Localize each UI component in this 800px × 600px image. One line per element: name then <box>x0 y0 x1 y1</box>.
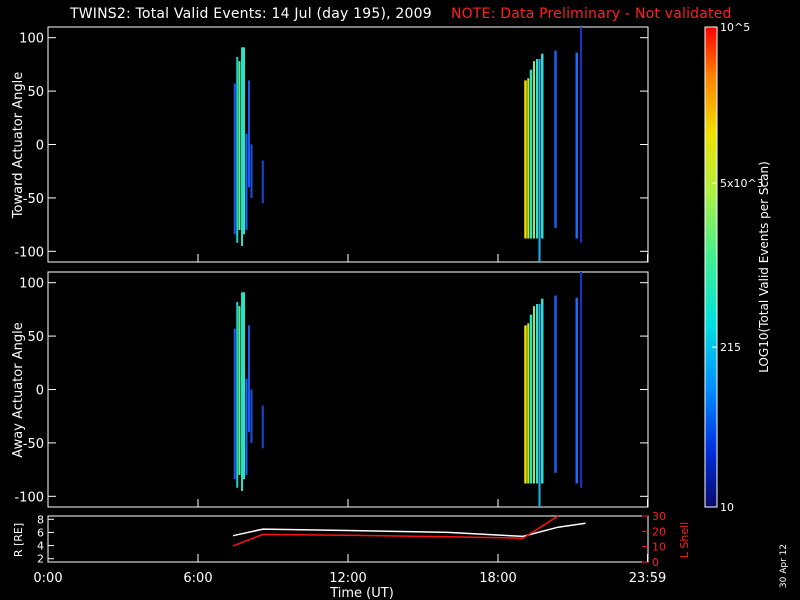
away-strip-12 <box>533 306 535 484</box>
xlabel-time: Time (UT) <box>329 586 394 600</box>
toward-strip-18 <box>580 27 582 243</box>
panel-toward-frame <box>47 26 649 263</box>
colorbar-label: LOG10(Total Valid Events per Scan) <box>757 161 771 373</box>
away-strip-2 <box>238 306 241 475</box>
away-strip-15 <box>541 298 544 484</box>
colorbar-ticks: 10^5 5x10^3 215 10 <box>712 21 764 514</box>
toward-ytick-label-4: -100 <box>14 245 44 260</box>
toward-strip-14 <box>538 59 541 262</box>
xtick-label-1: 6:00 <box>183 571 212 586</box>
toward-ytick-label-3: -50 <box>23 192 44 207</box>
away-ytick-label-0: 100 <box>19 277 44 292</box>
xtick-label-0: 0:00 <box>33 571 62 586</box>
toward-strip-4 <box>243 47 245 235</box>
colorbar-tick-label-3: 10 <box>720 501 734 514</box>
toward-strip-2 <box>238 61 241 230</box>
away-strip-3 <box>241 292 243 491</box>
orbit-ytick-label-1: 6 <box>37 526 44 539</box>
away-strip-17 <box>575 297 578 484</box>
away-strip-14 <box>538 304 541 507</box>
away-strip-16 <box>554 295 557 473</box>
away-strip-11 <box>529 314 533 484</box>
toward-strip-10 <box>527 78 530 239</box>
panel-orbit-yaxis-right: 30 20 10 0 <box>642 510 666 569</box>
panel-away-frame <box>47 271 649 508</box>
orbit-ytick-right-label-0: 30 <box>652 510 666 523</box>
orbit-ytick-label-3: 2 <box>37 553 44 566</box>
toward-strip-16 <box>554 50 557 228</box>
ylabel-orbit-right: L Shell <box>678 522 691 558</box>
ylabel-away: Away Actuator Angle <box>11 322 26 457</box>
away-strip-4 <box>243 292 245 480</box>
panel-away-strips <box>233 272 582 507</box>
colorbar <box>704 26 718 508</box>
figure-title: TWINS2: Total Valid Events: 14 Jul (day … <box>70 6 432 22</box>
xtick-label-3: 18:00 <box>479 571 516 586</box>
toward-strip-5 <box>245 133 248 230</box>
panel-toward-strips <box>233 27 582 262</box>
toward-strip-0 <box>233 83 236 235</box>
colorbar-tick-label-0: 10^5 <box>720 21 750 34</box>
away-strip-10 <box>527 323 530 484</box>
toward-ytick-label-0: 100 <box>19 32 44 47</box>
orbit-ytick-label-0: 8 <box>37 513 44 526</box>
away-strip-9 <box>524 325 527 484</box>
toward-strip-11 <box>529 69 533 239</box>
panel-away-yaxis: 100 50 0 -50 -100 <box>14 277 648 505</box>
away-strip-1 <box>236 301 239 488</box>
ylabel-toward: Toward Actuator Angle <box>11 72 26 219</box>
orbit-series-0 <box>232 522 586 538</box>
away-strip-0 <box>233 328 236 480</box>
preliminary-note: NOTE: Data Preliminary - Not validated <box>451 6 732 22</box>
toward-strip-6 <box>248 80 250 188</box>
toward-strip-9 <box>524 80 527 239</box>
panel-toward-yaxis: 100 50 0 -50 -100 <box>14 32 648 260</box>
away-strip-8 <box>261 405 264 449</box>
xtick-label-2: 12:00 <box>329 571 366 586</box>
xtick-label-4: 23:59 <box>629 571 666 586</box>
ylabel-orbit-left: R [RE] <box>12 523 25 557</box>
x-axis: 0:00 6:00 12:00 18:00 23:59 <box>33 254 666 586</box>
away-strip-5 <box>245 378 248 475</box>
toward-strip-12 <box>533 61 535 239</box>
toward-strip-13 <box>536 59 538 239</box>
orbit-ytick-right-label-1: 20 <box>652 525 666 538</box>
orbit-ytick-right-label-3: 0 <box>652 556 659 569</box>
orbit-ytick-right-label-2: 10 <box>652 541 666 554</box>
away-ytick-label-3: -50 <box>23 437 44 452</box>
away-ytick-label-4: -100 <box>14 490 44 505</box>
away-ytick-label-1: 50 <box>27 330 44 345</box>
toward-ytick-label-1: 50 <box>27 85 44 100</box>
toward-ytick-label-2: 0 <box>36 139 44 154</box>
panel-orbit-lines <box>232 515 586 547</box>
away-strip-18 <box>580 272 582 488</box>
toward-strip-15 <box>541 53 544 239</box>
toward-strip-1 <box>236 56 239 243</box>
toward-strip-17 <box>575 52 578 239</box>
toward-strip-7 <box>250 144 253 198</box>
toward-strip-8 <box>261 160 264 204</box>
colorbar-tick-label-1: 5x10^3 <box>720 177 764 190</box>
orbit-ytick-label-2: 4 <box>37 540 44 553</box>
away-strip-6 <box>248 325 250 433</box>
orbit-series-1 <box>232 515 559 547</box>
toward-strip-3 <box>241 47 243 246</box>
date-stamp: 30 Apr 12 <box>779 544 789 588</box>
away-strip-7 <box>250 389 253 443</box>
away-strip-13 <box>536 304 538 484</box>
away-ytick-label-2: 0 <box>36 384 44 399</box>
colorbar-tick-label-2: 215 <box>720 341 741 354</box>
